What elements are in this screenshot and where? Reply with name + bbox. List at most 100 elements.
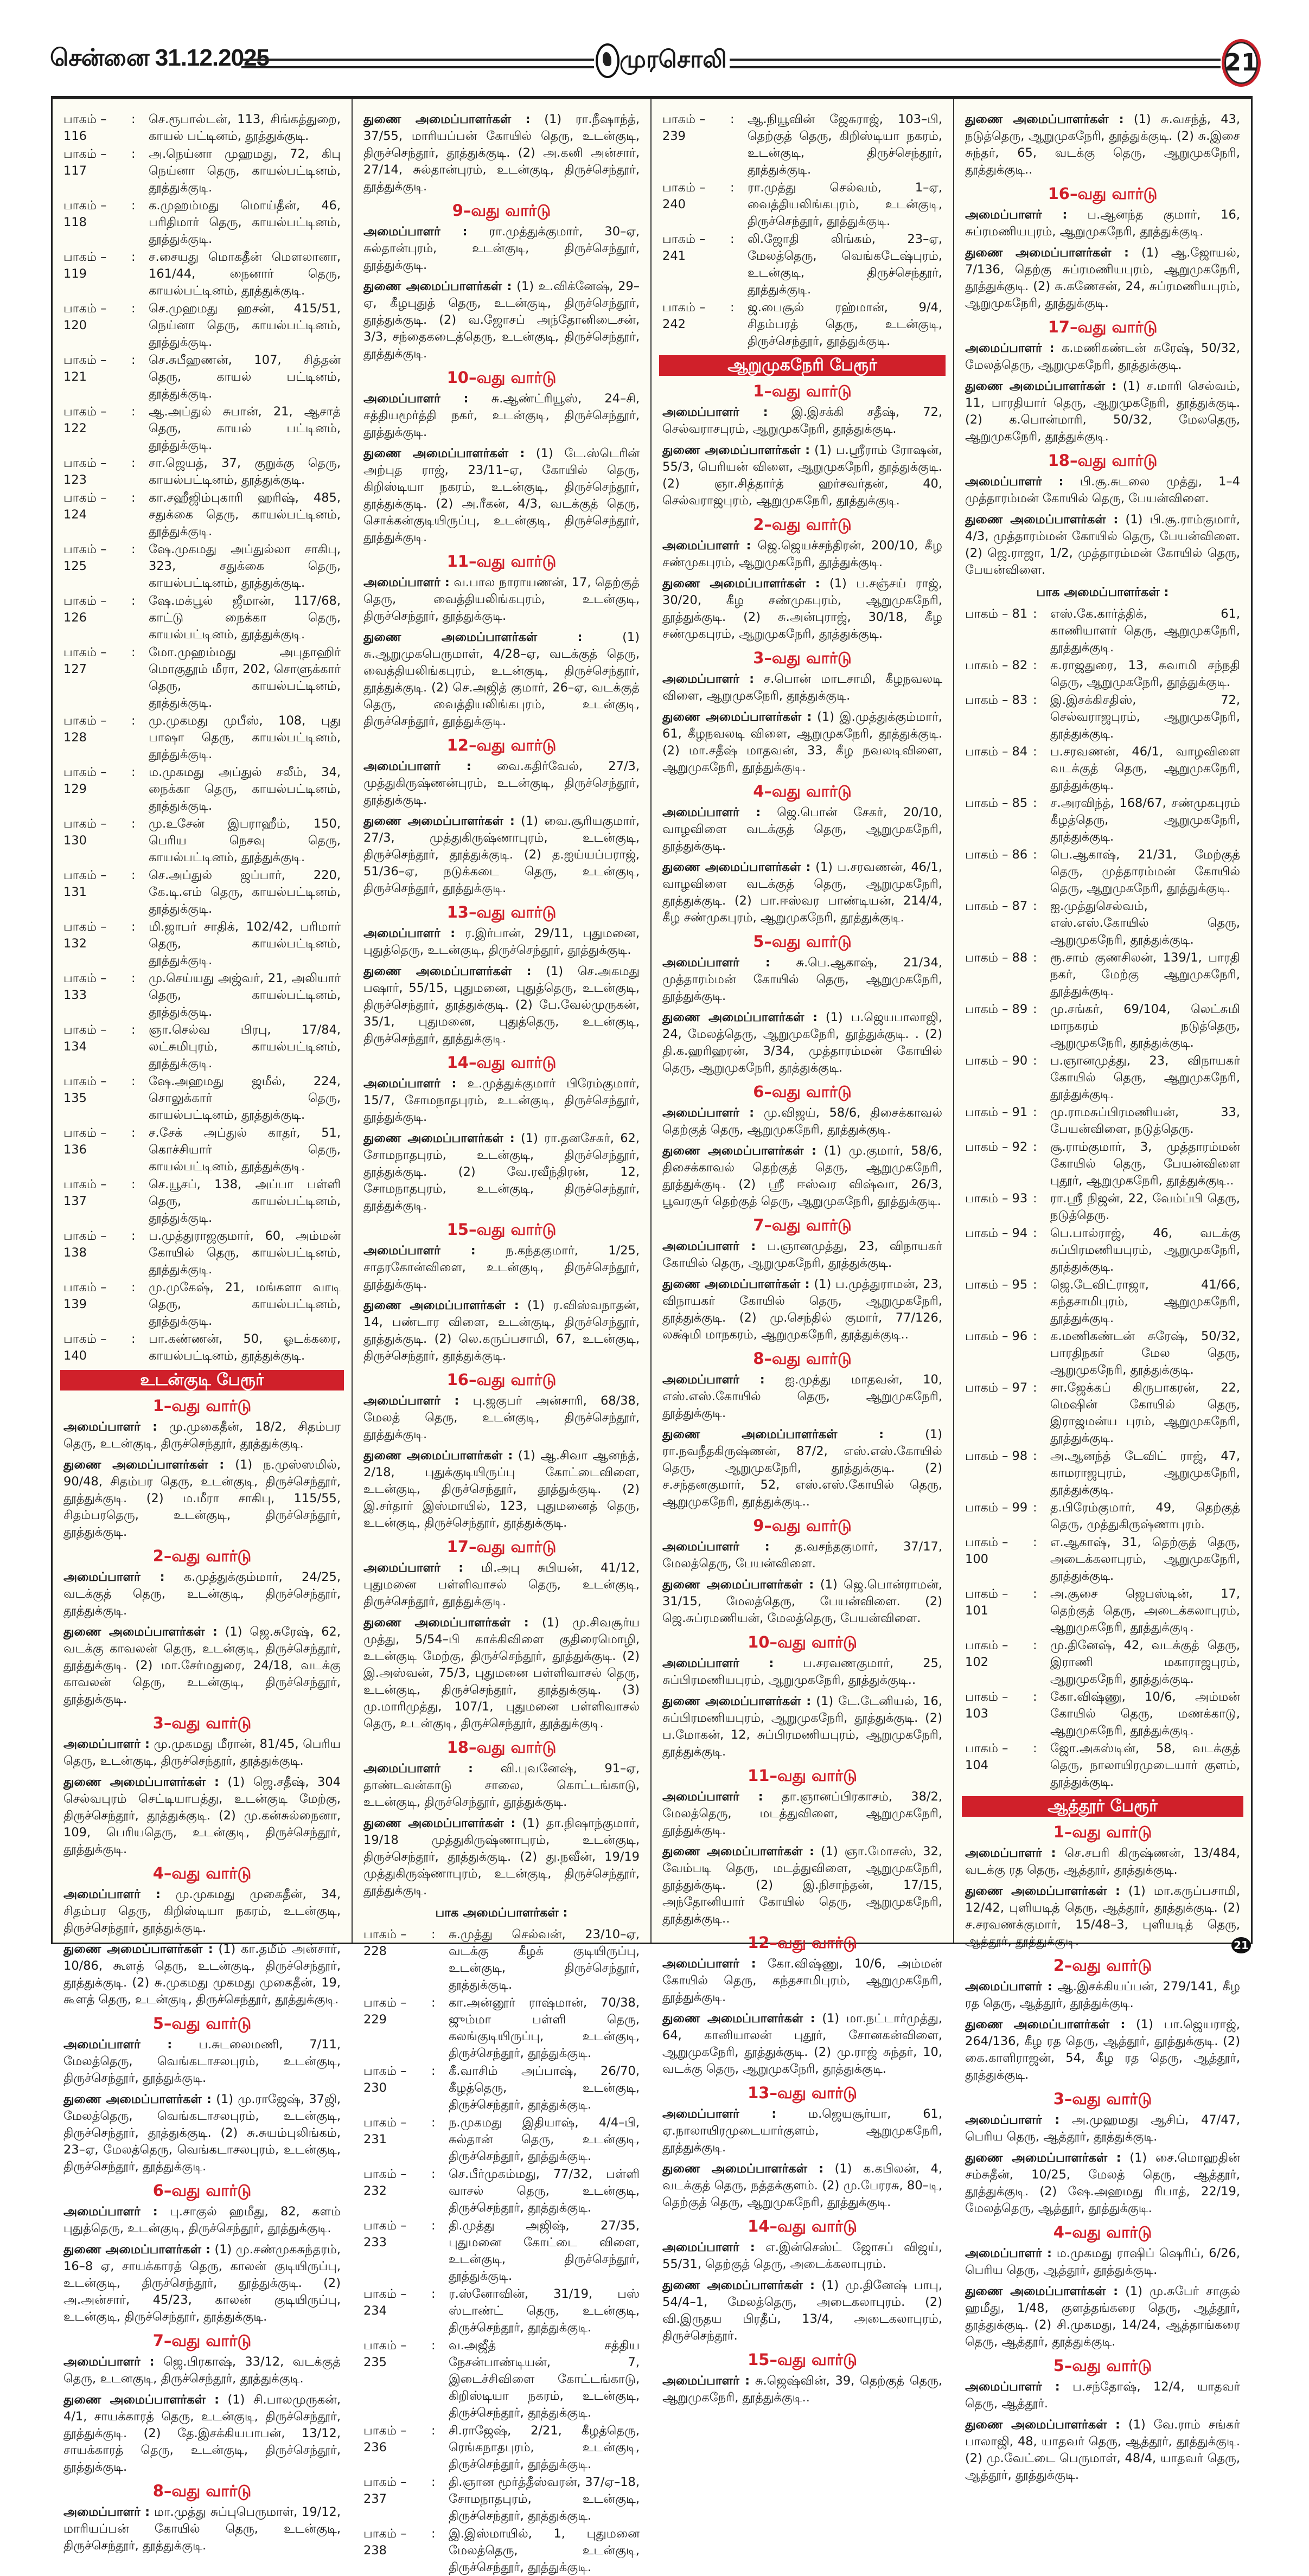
ward-heading: 8–வது வார்டு xyxy=(753,1349,852,1368)
organizer-details: வி.புவனேஷ், 91–ஏ, தாண்டவன்காடு சாலை, கொட… xyxy=(363,1761,640,1809)
header-rule-right xyxy=(730,59,1221,68)
booth-entry: பாகம் – 137: செ.யூசப், 138, அப்பா பள்ளி த… xyxy=(63,1176,341,1227)
booth-number: பாகம் – 229 xyxy=(363,1996,407,2027)
role-label: அமைப்பாளர் : xyxy=(965,2113,1060,2127)
organizer-paragraph: அமைப்பாளர் : ஐ.முத்து மாதவன், 10, எஸ்.எஸ… xyxy=(662,1372,942,1422)
column-3: பாகம் – 239: ஆ.நியூவின் ஜேசுராஜ், 103–பி,… xyxy=(650,99,953,2405)
ward-heading: 15–வது வார்டு xyxy=(748,2350,857,2369)
role-label: அமைப்பாளர் : xyxy=(662,1373,765,1387)
organizer-paragraph: அமைப்பாளர் : ந.கந்தகுமார், 1/25, சாதரகோன… xyxy=(363,1242,640,1293)
organizer-paragraph: துணை அமைப்பாளர்கள் : (1) சு.ஆறுமுகபெருமா… xyxy=(363,629,640,730)
ward-heading: 6–வது வார்டு xyxy=(753,1082,852,1101)
organizer-paragraph: அமைப்பாளர் : மி.அபு சுபியன், 41/12, புது… xyxy=(363,1560,640,1610)
organizer-paragraph: அமைப்பாளர் : வி.புவனேஷ், 91–ஏ, தாண்டவன்க… xyxy=(363,1760,640,1811)
role-label: அமைப்பாளர் : xyxy=(63,1420,158,1434)
town-section-banner: ஆத்தூர் பேரூர் xyxy=(962,1796,1243,1817)
booth-entry: பாகம் – 94: பெ.பால்ராஜ், 46, வடக்கு சுப்ப… xyxy=(965,1225,1240,1276)
booth-organizer-details: சி.ராஜேஷ், 2/21, கீழத்தெரு, ரெங்கநாதபுரம… xyxy=(449,2424,640,2471)
organizer-details: (1) இ.முத்துக்கும்மார், 61, கீழநவலடி விள… xyxy=(662,710,942,774)
booth-organizer-details: ஷே.மக்பூல் ஜீமான், 117/68, காட்டு நைக்கா… xyxy=(149,594,341,642)
organizer-details: (1) ப.ஸ்ரீராம் ரோஷன், 55/3, பெரியன் விளை… xyxy=(662,443,942,508)
role-label: துணை அமைப்பாளர்கள் : xyxy=(63,2393,220,2407)
separator: : xyxy=(1033,1105,1037,1119)
organizer-details: பு.ஜகுபர் அன்சாரி, 68/38, மேலத் தெரு, உட… xyxy=(363,1394,640,1441)
booth-entry: பாகம் – 234: ர.ஸ்னோவின், 31/19, பஸ் ஸ்டாண… xyxy=(363,2286,640,2336)
ward-heading: 3–வது வார்டு xyxy=(152,1714,252,1732)
separator: : xyxy=(1033,1449,1037,1463)
booth-number: பாகம் – 234 xyxy=(363,2287,407,2318)
organizer-details: (1) சு.ஆறுமுகபெருமாள், 4/28–ஏ, வடக்குத் … xyxy=(363,630,640,728)
booth-entry: பாகம் – 99: த.பிரேம்குமார், 49, தெற்குத் … xyxy=(965,1500,1240,1533)
role-label: அமைப்பாளர் : xyxy=(363,759,471,773)
booth-number: பாகம் – 238 xyxy=(363,2527,407,2558)
organizer-details: மு.முகமது மீரான், 81/45, பெரிய தெரு, உடன… xyxy=(63,1737,341,1768)
booth-number: பாகம் – 231 xyxy=(363,2116,407,2146)
ward-heading: 4–வது வார்டு xyxy=(753,782,852,800)
booth-number: பாகம் – 236 xyxy=(363,2424,407,2455)
booth-organizer-details: ந.முகமது இதியாஷ், 4/4–பி, சுல்தான் தெரு,… xyxy=(449,2116,640,2163)
role-label: துணை அமைப்பாளர்கள் : xyxy=(662,576,820,591)
booth-number: பாகம் – 235 xyxy=(363,2338,407,2369)
organizer-details: ப.ஆனந்த குமார், 16, சுப்ரமணியபுரம், ஆறும… xyxy=(965,208,1240,239)
role-label: துணை அமைப்பாளர்கள் : xyxy=(662,1427,884,1441)
ward-heading: 18–வது வார்டு xyxy=(1048,451,1158,470)
organizer-paragraph: அமைப்பாளர் : ரா.முத்துக்குமார், 30–ஏ, சு… xyxy=(363,223,640,274)
ward-heading: 2–வது வார்டு xyxy=(152,1547,252,1565)
ward-heading: 5–வது வார்டு xyxy=(152,2014,252,2033)
booth-organizer-details: ஜெ.டேவிட்ராஜா, 41/66, கந்தசாமிபுரம், ஆறு… xyxy=(1050,1278,1240,1325)
organizer-details: (1) ச.மாரி செல்வம், 11, பாரதியார் தெரு, … xyxy=(965,379,1240,444)
booth-entry: பாகம் – 135: ஷே.அஹமது ஜமீல், 224, சொலுக்க… xyxy=(63,1073,341,1124)
role-label: துணை அமைப்பாளர்கள் : xyxy=(363,630,583,644)
booth-entry: பாகம் – 102: மு.தினேஷ், 42, வடக்குத் தெரு… xyxy=(965,1637,1240,1688)
booth-entry: பாகம் – 100: எ.ஆகாஷ், 31, தெற்குத் தெரு, … xyxy=(965,1534,1240,1585)
rising-sun-logo-icon xyxy=(596,43,620,78)
separator: : xyxy=(131,198,136,213)
column-1: பாகம் – 116: செ.ரூபால்டன், 113, சிங்கத்து… xyxy=(53,99,352,2553)
ward-heading: 7–வது வார்டு xyxy=(152,2331,252,2350)
organizer-paragraph: அமைப்பாளர் : க.முத்துக்கும்மார், 24/25, … xyxy=(63,1569,341,1619)
role-label: அமைப்பாளர் : xyxy=(63,2037,173,2052)
organizer-paragraph: துணை அமைப்பாளர்கள் : (1) ஆ.ஜோயல், 7/136,… xyxy=(965,245,1240,312)
booth-organizer-details: ஜோ.அகஸ்டின், 58, வடக்குத் தெரு, நாலாயிரம… xyxy=(1050,1741,1240,1789)
role-label: அமைப்பாளர் : xyxy=(662,1239,756,1253)
ward-heading: 4–வது வார்டு xyxy=(152,1864,252,1882)
booth-number: பாகம் – 140 xyxy=(63,1332,107,1363)
role-label: அமைப்பாளர் : xyxy=(363,1244,476,1258)
booth-entry: பாகம் – 83: இ.இசக்கிசதிஸ், 72, செல்வராஜபு… xyxy=(965,692,1240,742)
booth-entry: பாகம் – 128: மு.முகமது முபீஸ், 108, புது … xyxy=(63,713,341,763)
separator: : xyxy=(1033,796,1037,810)
separator: : xyxy=(730,112,735,126)
organizer-paragraph: துணை அமைப்பாளர்கள் : (1) மு.சிவசூர்ய முத… xyxy=(363,1614,640,1732)
organizer-details: (1) சு.வசந்த், 43, நடுத்தெரு, ஆறுமுகநேரி… xyxy=(965,112,1240,177)
ward-heading: 16–வது வார்டு xyxy=(1048,184,1158,203)
separator: : xyxy=(1033,745,1037,759)
separator: : xyxy=(1033,1741,1037,1755)
role-label: அமைப்பாளர் : xyxy=(965,1979,1052,1994)
booth-number: பாகம் – 101 xyxy=(965,1587,1008,1618)
organizer-paragraph: துணை அமைப்பாளர்கள் : (1) ஆ.சிவா ஆனந்த், … xyxy=(363,1447,640,1531)
booth-number: பாகம் – 126 xyxy=(63,594,107,625)
booth-number: பாகம் – 130 xyxy=(63,817,107,848)
separator: : xyxy=(1033,951,1037,965)
organizer-paragraph: அமைப்பாளர் : எ.இன்செஸ்ட் ஜோசப் விஜய், 55… xyxy=(662,2239,942,2273)
booth-organizer-details: சா.ஜேக்கப் கிருபாகரன், 22, மெஷின் கோயில்… xyxy=(1050,1381,1240,1445)
role-label: அமைப்பாளர் : xyxy=(662,2107,777,2121)
booth-entry: பாகம் – 97: சா.ஜேக்கப் கிருபாகரன், 22, மெ… xyxy=(965,1380,1240,1447)
ward-heading: 18–வது வார்டு xyxy=(446,1738,557,1757)
ward-heading: 12–வது வார்டு xyxy=(748,1933,857,1952)
booth-organizer-details: மோ.முஹம்மது அபுதாஹிர் மொகுதூம் மீரா, 202… xyxy=(149,645,341,710)
organizer-paragraph: துணை அமைப்பாளர்கள் : (1) சு.வசந்த், 43, … xyxy=(965,111,1240,178)
organizer-paragraph: துணை அமைப்பாளர்கள் : (1) கா.தமீம் அன்சார… xyxy=(63,1941,341,2008)
booth-number: பாகம் – 83 xyxy=(965,693,1028,707)
ward-heading: 11–வது வார்டு xyxy=(446,552,557,571)
ward-heading: 13–வது வார்டு xyxy=(748,2084,857,2102)
booth-entry: பாகம் – 117: அ.நெய்னா முஹமது, 72, கிபு நெ… xyxy=(63,146,341,196)
booth-number: பாகம் – 119 xyxy=(63,250,107,281)
booth-entry: பாகம் – 95: ஜெ.டேவிட்ராஜா, 41/66, கந்தசாம… xyxy=(965,1277,1240,1327)
booth-number: பாகம் – 135 xyxy=(63,1074,107,1105)
role-label: துணை அமைப்பாளர்கள் : xyxy=(662,1844,814,1859)
role-label: அமைப்பாளர் : xyxy=(363,926,456,940)
role-label: துணை அமைப்பாளர்கள் : xyxy=(662,2011,815,2026)
booth-organizer-details: க.முஹம்மது மொய்தீன், 46, பரிதிமார் தெரு,… xyxy=(149,198,341,246)
booth-entry: பாகம் – 139: மு.முகேஷ், 21, மங்களா வாடி த… xyxy=(63,1279,341,1330)
